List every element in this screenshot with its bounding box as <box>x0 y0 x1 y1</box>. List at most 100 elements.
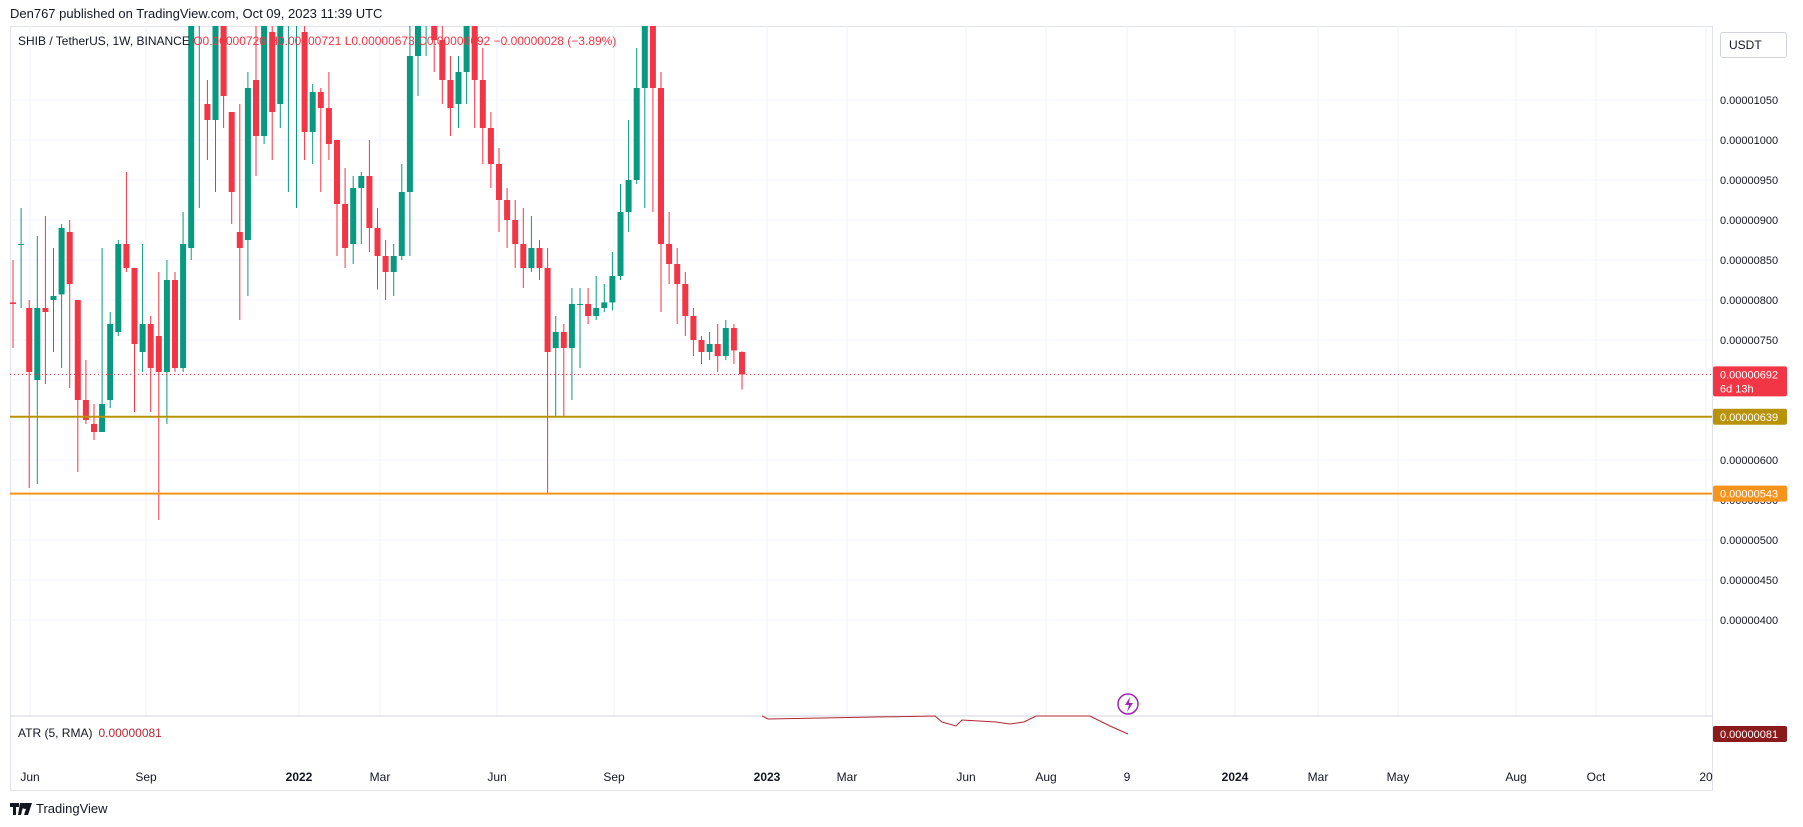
low-value: 0.00000673 <box>351 34 415 48</box>
x-tick-label: Mar <box>1308 770 1329 784</box>
level-price-label: 0.00000543 <box>1713 485 1787 502</box>
open-value: 0.00000720 <box>202 34 266 48</box>
candle-body <box>309 92 316 132</box>
candle-body <box>439 40 446 80</box>
candle-body <box>220 26 227 96</box>
candle <box>714 324 721 372</box>
candle-body <box>463 26 470 72</box>
candle <box>99 248 106 432</box>
atr-label[interactable]: ATR (5, RMA) <box>18 726 93 740</box>
candle <box>609 252 616 311</box>
candle-body <box>609 276 616 303</box>
candle <box>107 312 114 408</box>
candle-body <box>706 344 713 352</box>
candle-body <box>666 244 673 264</box>
candle-body <box>520 244 527 268</box>
candle-body <box>82 400 89 420</box>
candle <box>228 112 235 224</box>
candle <box>253 26 259 176</box>
candle <box>593 276 600 320</box>
candle <box>690 308 697 356</box>
atr-price-label-bg <box>1713 726 1787 742</box>
candle-body <box>91 424 97 432</box>
candle-body <box>471 26 478 80</box>
open-label: O <box>193 34 203 48</box>
symbol-title[interactable]: SHIB / TetherUS, 1W, BINANCE <box>18 34 190 48</box>
candle <box>139 244 146 372</box>
candle <box>196 8 202 208</box>
price-chart[interactable]: 0.00001050 0.00001000 0.00000950 0.00000900… <box>0 0 1803 790</box>
candle <box>236 104 243 320</box>
x-tick-label: Sep <box>603 770 625 784</box>
candle-body <box>601 302 608 308</box>
time-axis: Jun Sep 2022 Mar Jun Sep 2023 Mar Jun Aug 9 2024 Mar… <box>20 770 1713 784</box>
candle <box>382 240 389 300</box>
x-tick-label: 2022 <box>286 770 313 784</box>
footer-brand[interactable]: TradingView <box>10 801 108 816</box>
candle <box>34 236 41 484</box>
candle-body <box>415 26 421 56</box>
candle <box>188 26 195 260</box>
y-tick-label: 0.00000400 <box>1720 615 1778 627</box>
candle-body <box>431 26 438 40</box>
candle <box>317 88 324 192</box>
candle <box>568 288 575 400</box>
publisher-header: Den767 published on TradingView.com, Oct… <box>10 6 383 21</box>
candle <box>163 260 170 424</box>
candle <box>220 26 227 128</box>
candle <box>358 172 365 244</box>
candle <box>285 8 291 192</box>
y-tick-label: 0.00001000 <box>1720 135 1778 147</box>
chart-frame <box>10 26 1713 791</box>
currency-selector[interactable]: USDT <box>1720 32 1787 58</box>
candle-body <box>423 8 429 9</box>
candle <box>423 8 429 56</box>
candle-body <box>722 328 729 356</box>
candle-body <box>131 268 138 344</box>
candle-body <box>180 244 187 368</box>
x-tick-label: 20 <box>1699 770 1713 784</box>
atr-price-label: 0.00000081 <box>1713 726 1787 742</box>
current-price-value: 0.00000692 <box>1720 369 1778 381</box>
candle <box>666 212 673 284</box>
candle-body <box>585 304 592 316</box>
y-tick-label: 0.00000850 <box>1720 255 1778 267</box>
close-label: C <box>418 34 427 48</box>
candle <box>617 184 624 280</box>
candle <box>18 208 25 308</box>
candle-body <box>350 188 357 244</box>
y-tick-label: 0.00000450 <box>1720 575 1778 587</box>
candle <box>334 140 340 256</box>
x-tick-label: Oct <box>1587 770 1606 784</box>
candle-body <box>690 316 697 340</box>
candle <box>674 248 681 324</box>
candle <box>244 72 251 296</box>
candle-body <box>285 8 291 9</box>
candle <box>415 26 421 96</box>
candle <box>682 272 689 336</box>
candle <box>296 26 297 208</box>
candle-body <box>10 302 16 304</box>
candle <box>212 26 219 192</box>
current-price-label-bg <box>1713 366 1787 397</box>
candle <box>544 248 551 494</box>
candle-body <box>172 280 178 368</box>
candle-body <box>204 104 211 120</box>
high-label: H <box>269 34 278 48</box>
candle <box>641 26 648 208</box>
support-levels <box>10 373 1712 495</box>
candle <box>147 316 154 412</box>
x-tick-label: 9 <box>1124 770 1131 784</box>
y-tick-label: 0.00000600 <box>1720 455 1778 467</box>
x-tick-label: Mar <box>370 770 391 784</box>
candle <box>722 320 729 360</box>
candle-body <box>504 200 511 220</box>
candle-body <box>253 80 259 136</box>
candle <box>633 48 640 184</box>
y-tick-label: 0.00000500 <box>1720 535 1778 547</box>
candle-body <box>196 8 202 9</box>
candle <box>91 404 97 440</box>
candle-body <box>236 232 243 248</box>
candle <box>528 216 535 272</box>
candle <box>625 120 632 232</box>
